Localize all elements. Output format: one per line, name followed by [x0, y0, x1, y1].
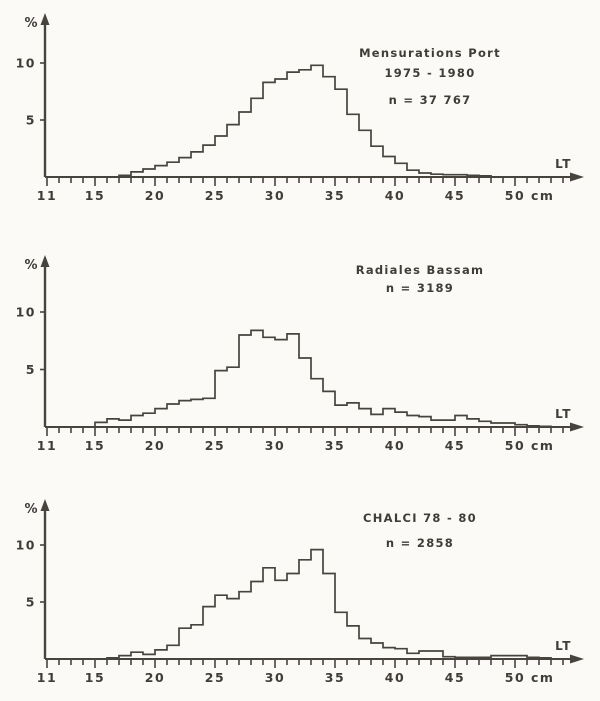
- x-tick-label: 30: [265, 188, 285, 203]
- x-tick-label: 50: [505, 438, 525, 453]
- x-tick-label: 45: [445, 188, 465, 203]
- y-axis-arrow-icon: [40, 255, 50, 267]
- y-axis-arrow-icon: [40, 499, 50, 511]
- chart-1-plot: 11 15 20 25 30 35 40 45 50 cm 5 10% LT: [16, 13, 584, 203]
- x-tick-label: 35: [325, 670, 345, 685]
- x-tick-label: 20: [145, 670, 165, 685]
- chart-3-title: CHALCI 78 - 80: [362, 511, 477, 525]
- x-tick-label: 50: [505, 670, 525, 685]
- x-tick-label: 11: [37, 438, 57, 453]
- chart-3-annotation: CHALCI 78 - 80 n = 2858: [300, 511, 540, 550]
- x-tick-label: 45: [445, 438, 465, 453]
- x-axis-label: LT: [555, 157, 572, 171]
- x-tick-label: 25: [205, 670, 225, 685]
- x-tick-label: 30: [265, 670, 285, 685]
- x-tick-label: 25: [205, 438, 225, 453]
- x-axis-arrow-icon: [570, 654, 584, 664]
- x-tick-label: 25: [205, 188, 225, 203]
- histogram-step-outline: [45, 329, 563, 428]
- x-axis-label: LT: [555, 639, 572, 653]
- x-tick-label: 15: [85, 438, 105, 453]
- x-tick-label: 40: [385, 438, 405, 453]
- y-tick-label: 5: [26, 362, 36, 377]
- y-axis-symbol: %: [24, 502, 39, 517]
- x-tick-label: 40: [385, 670, 405, 685]
- y-tick-label: 5: [26, 113, 36, 128]
- x-unit-label: cm: [531, 670, 554, 685]
- y-axis-arrow-icon: [40, 13, 50, 25]
- x-unit-label: cm: [531, 438, 554, 453]
- x-axis-arrow-icon: [570, 422, 584, 432]
- chart-2-title: Radiales Bassam: [355, 263, 485, 277]
- x-tick-label: 30: [265, 438, 285, 453]
- y-axis-symbol: %: [24, 16, 39, 31]
- chart-2-plot: 11 15 20 25 30 35 40 45 50 cm 5 10% LT: [16, 255, 584, 453]
- y-tick-label: 10: [16, 538, 36, 553]
- x-tick-label: 45: [445, 670, 465, 685]
- x-unit-label: cm: [531, 188, 554, 203]
- chart-3-plot: 11 15 20 25 30 35 40 45 50 cm 5 10% LT: [16, 499, 584, 685]
- x-tick-label: 35: [325, 188, 345, 203]
- chart-3-sample-size: n = 2858: [385, 536, 455, 550]
- x-tick-label: 35: [325, 438, 345, 453]
- chart-2-annotation: Radiales Bassam n = 3189: [320, 263, 520, 295]
- x-tick-label: 11: [37, 188, 57, 203]
- x-tick-label: 15: [85, 188, 105, 203]
- chart-1-title: Mensurations Port: [359, 46, 501, 60]
- y-tick-label: 10: [16, 305, 36, 320]
- x-tick-label: 50: [505, 188, 525, 203]
- chart-1-sample-size: n = 37 767: [388, 93, 472, 107]
- chart-1-annotation: Mensurations Port 1975 - 1980 n = 37 767: [320, 46, 540, 107]
- chart-2-sample-size: n = 3189: [385, 281, 455, 295]
- x-tick-label: 20: [145, 188, 165, 203]
- y-axis-symbol: %: [24, 258, 39, 273]
- chart-1-subtitle: 1975 - 1980: [384, 66, 476, 80]
- x-axis-label: LT: [555, 407, 572, 421]
- x-tick-label: 40: [385, 188, 405, 203]
- x-tick-label: 20: [145, 438, 165, 453]
- histogram-step-outline: [45, 548, 563, 660]
- x-axis-arrow-icon: [570, 172, 584, 182]
- x-tick-label: 11: [37, 670, 57, 685]
- y-tick-label: 10: [16, 56, 36, 71]
- y-tick-label: 5: [26, 595, 36, 610]
- histogram-step-outline: [45, 64, 563, 178]
- x-tick-label: 15: [85, 670, 105, 685]
